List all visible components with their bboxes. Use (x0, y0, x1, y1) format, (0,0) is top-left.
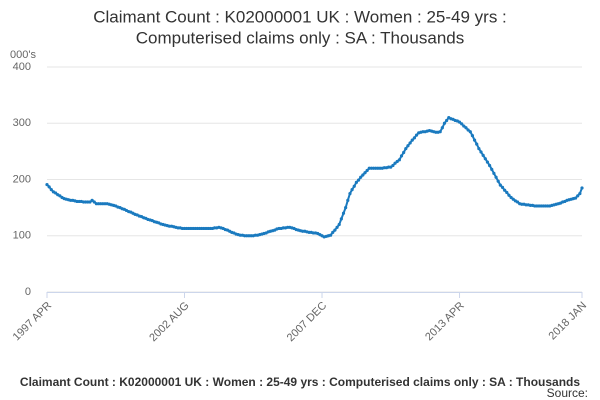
data-point (481, 153, 485, 157)
data-point (365, 168, 369, 173)
data-point (414, 133, 419, 137)
data-point (509, 195, 513, 200)
data-point (406, 144, 410, 148)
data-point (92, 200, 96, 204)
data-point (402, 150, 406, 155)
data-point (503, 188, 507, 192)
data-point (410, 138, 414, 142)
data-point (331, 230, 335, 234)
data-point (397, 158, 401, 162)
data-point (496, 179, 500, 183)
data-point (45, 182, 49, 187)
data-point (90, 198, 94, 202)
x-tick-label: 2013 APR (423, 300, 467, 344)
data-point (511, 197, 515, 201)
data-point (492, 171, 496, 175)
data-point (457, 120, 462, 124)
data-point (393, 161, 397, 165)
data-point (337, 222, 341, 227)
data-point (348, 191, 352, 196)
data-point (408, 141, 412, 145)
data-point (361, 173, 365, 177)
data-point (49, 188, 53, 192)
source: Source: (547, 386, 588, 400)
data-point (88, 200, 92, 204)
data-point (350, 188, 354, 192)
data-point (440, 126, 444, 130)
data-point (505, 190, 509, 195)
data-point (479, 150, 483, 154)
data-point (468, 130, 472, 134)
data-line (46, 116, 583, 238)
data-point (438, 130, 442, 134)
data-point (341, 211, 346, 215)
y-tick-label: 300 (13, 117, 31, 129)
y-tick-label: 100 (13, 230, 31, 242)
y-tick-label: 200 (13, 173, 31, 185)
data-point (354, 180, 358, 184)
data-point (470, 134, 475, 138)
data-point (329, 233, 333, 237)
data-point (344, 206, 348, 210)
data-point (573, 196, 578, 200)
caption: Claimant Count : K02000001 UK : Women : … (20, 375, 580, 389)
x-tick-label: 2018 JAN (547, 300, 590, 343)
data-point (464, 126, 468, 130)
y-tick-label: 400 (13, 61, 31, 73)
data-point (346, 198, 350, 202)
data-point (412, 136, 417, 140)
data-point (335, 225, 339, 229)
y-tick-label: 0 (25, 286, 31, 298)
data-point (333, 228, 337, 232)
data-point (494, 175, 498, 179)
chart-title: Claimant Count : K02000001 UK : Women : … (93, 7, 507, 26)
data-point (58, 194, 62, 198)
y-unit-label: 000's (10, 49, 36, 61)
data-point (462, 124, 466, 128)
data-point (395, 159, 399, 164)
data-point (475, 142, 479, 146)
data-point (507, 193, 511, 197)
data-point (363, 171, 367, 175)
data-point (576, 194, 580, 198)
data-point (472, 138, 477, 142)
data-point (500, 185, 505, 189)
data-point (53, 191, 58, 195)
data-point (498, 183, 502, 187)
data-point (580, 186, 584, 190)
x-tick-label: 2007 DEC (285, 300, 329, 344)
data-point (442, 121, 447, 125)
chart-title: Computerised claims only : SA : Thousand… (136, 28, 465, 47)
data-point (359, 175, 363, 179)
data-point (356, 178, 361, 182)
data-point (578, 191, 582, 196)
x-tick-label: 2002 AUG (147, 300, 191, 344)
data-point (404, 146, 408, 151)
data-point (466, 128, 470, 132)
data-point (460, 122, 464, 126)
data-point (391, 163, 395, 168)
x-tick-label: 1997 APR (11, 300, 55, 344)
data-point (483, 157, 487, 161)
data-point (477, 146, 481, 151)
data-point (490, 167, 494, 171)
data-point (515, 200, 520, 204)
data-point (488, 163, 492, 168)
data-point (399, 154, 404, 158)
data-point (389, 165, 393, 169)
data-point (339, 217, 343, 221)
data-point (485, 160, 490, 164)
data-point (445, 118, 449, 123)
data-point (47, 185, 51, 189)
data-point (352, 184, 356, 188)
